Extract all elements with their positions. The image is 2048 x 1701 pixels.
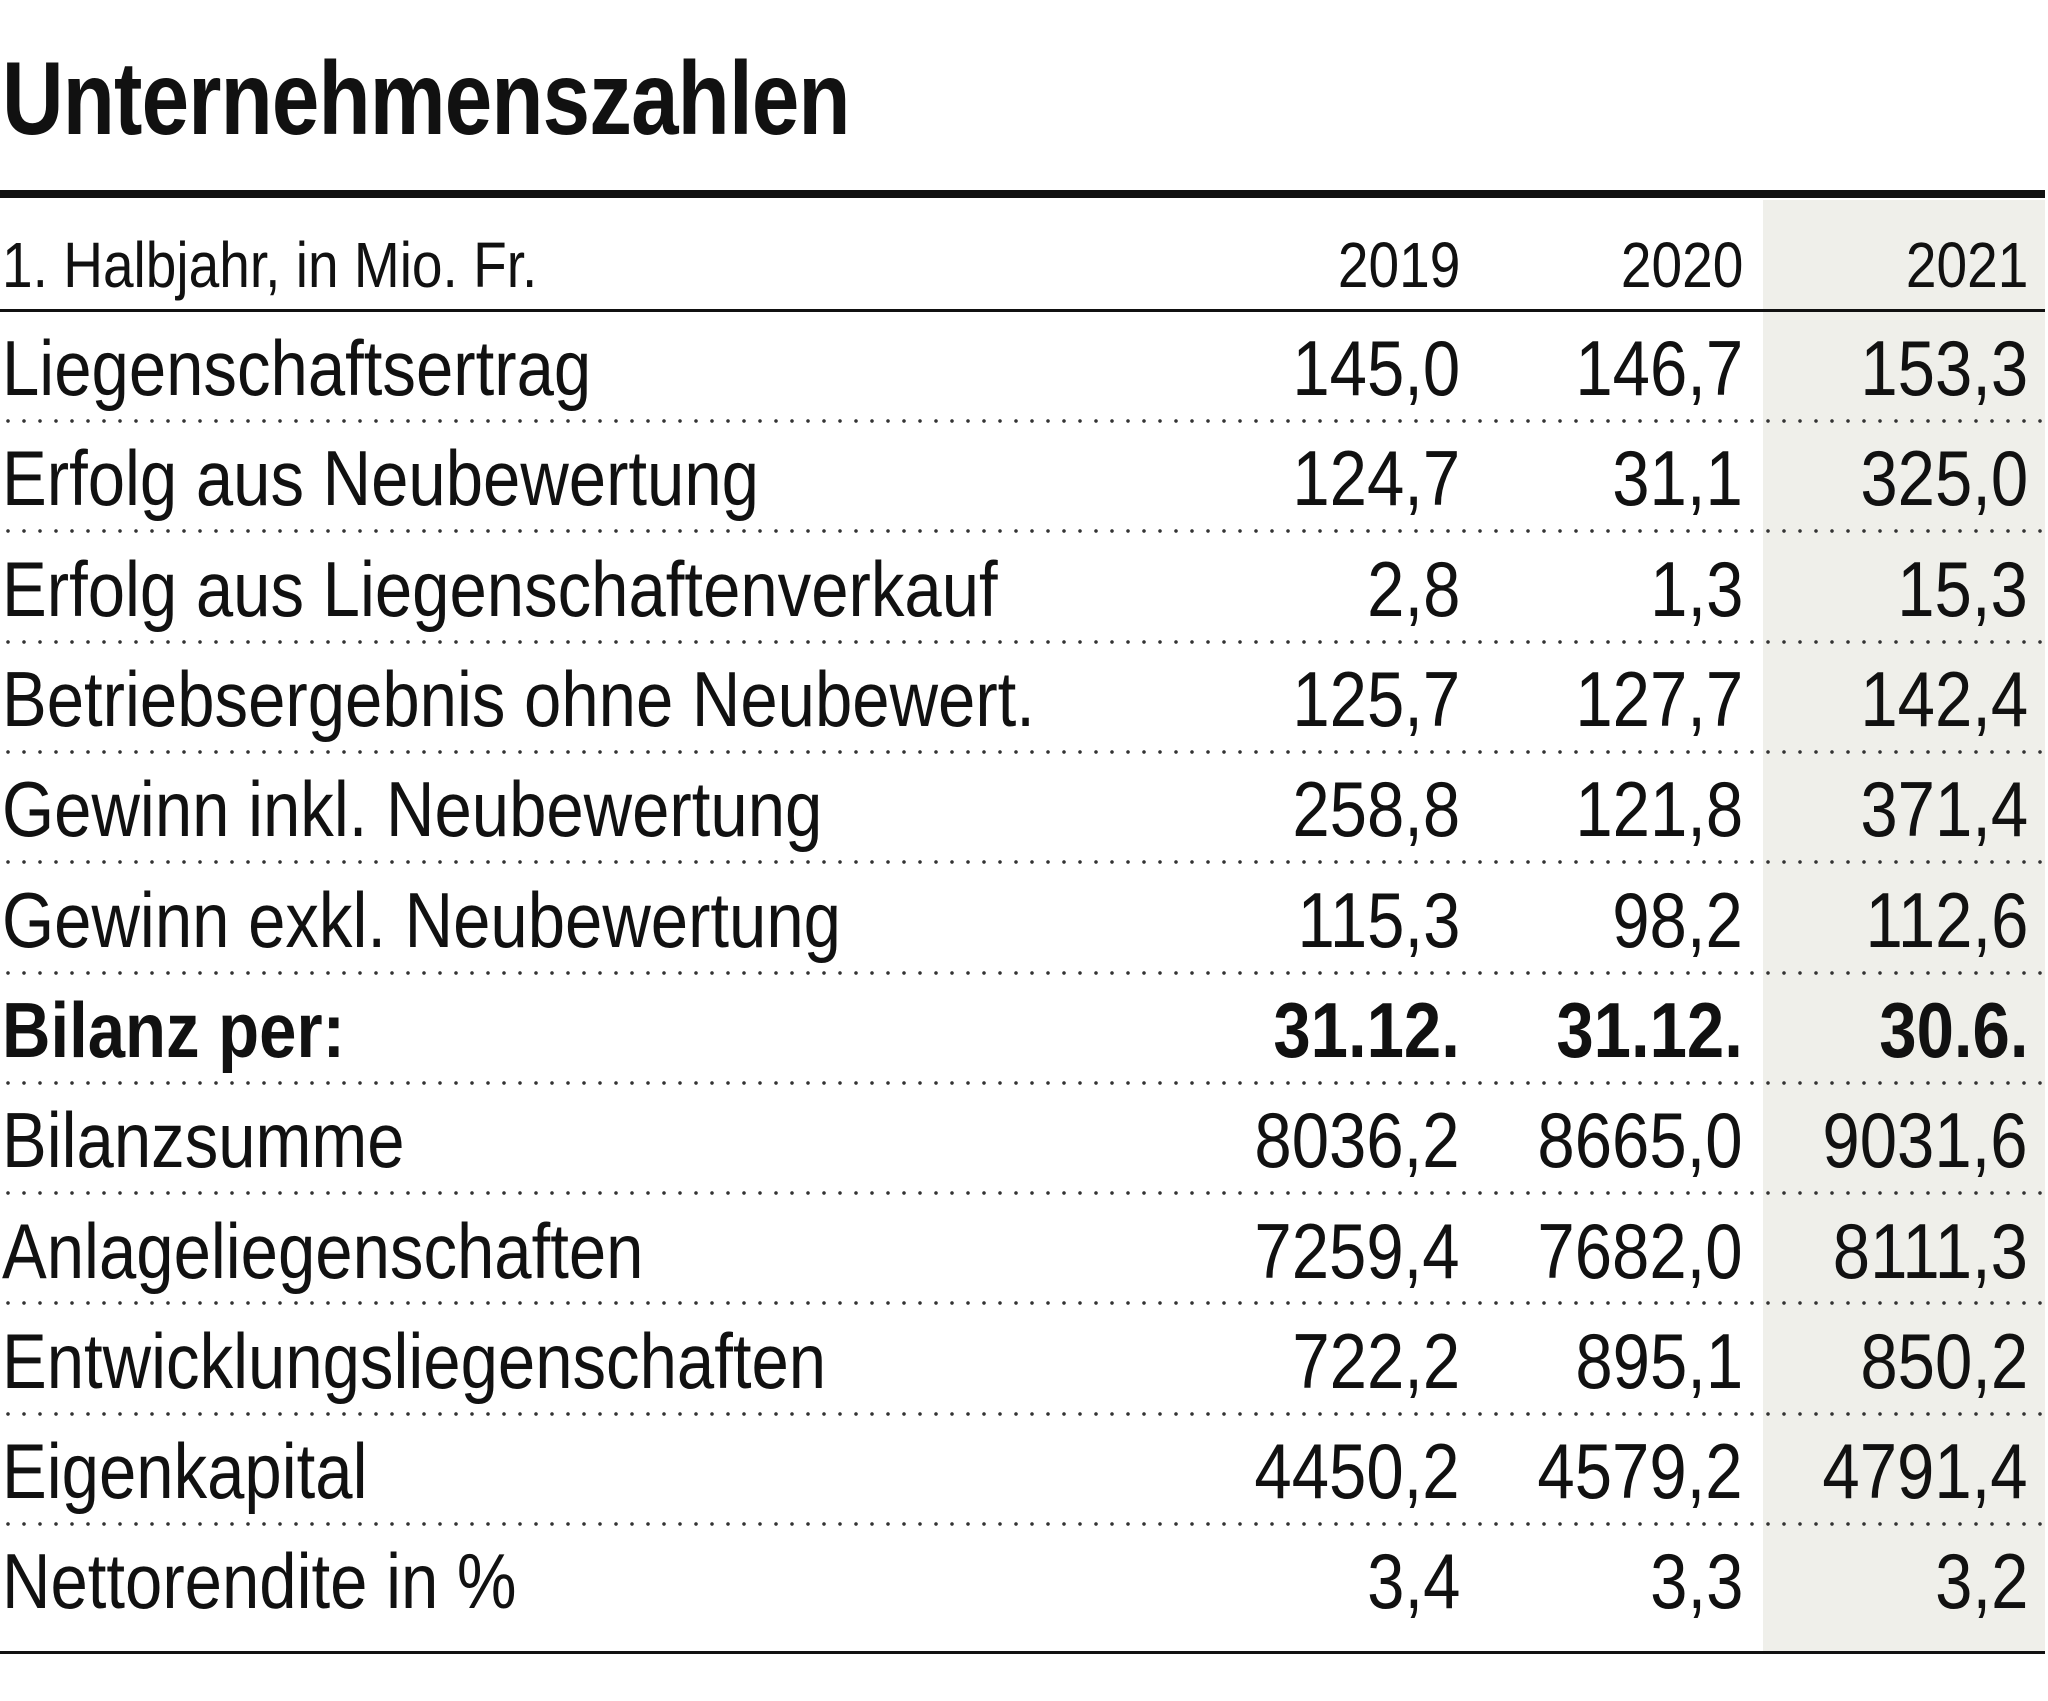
row-value: 127,7 — [1575, 655, 1743, 743]
row-value: 153,3 — [1860, 324, 2028, 413]
header-value: 2020 — [1620, 228, 1743, 301]
row-label: Betriebsergebnis ohne Neubewert. — [2, 655, 1035, 743]
row-value: 7259,4 — [1254, 1206, 1460, 1295]
top-rule — [0, 190, 2045, 198]
row-separator — [0, 860, 2045, 865]
row-separator — [0, 970, 2045, 975]
row-value: 722,2 — [1292, 1316, 1460, 1405]
row-separator — [0, 749, 2045, 754]
header-value: 2021 — [1905, 228, 2028, 301]
row-label: Erfolg aus Neubewertung — [2, 434, 759, 523]
row-separator — [0, 1301, 2045, 1306]
row-label: Gewinn inkl. Neubewertung — [2, 765, 823, 854]
row-label: Erfolg aus Liegenschaftenverkauf — [2, 544, 998, 633]
balance-header-value: 31.12. — [1556, 985, 1743, 1074]
row-value: 258,8 — [1292, 765, 1460, 854]
row-value: 4450,2 — [1254, 1427, 1460, 1516]
row-value: 115,3 — [1297, 875, 1460, 964]
row-value: 124,7 — [1292, 434, 1460, 523]
title: Unternehmenszahlen — [2, 41, 851, 157]
row-label: Anlageliegenschaften — [2, 1206, 644, 1295]
balance-header-value: 31.12. — [1273, 985, 1460, 1074]
row-value: 1,3 — [1649, 544, 1743, 633]
row-value: 15,3 — [1897, 544, 2028, 633]
row-label: Entwicklungsliegenschaften — [2, 1316, 827, 1405]
row-separator — [0, 419, 2045, 423]
row-value: 8665,0 — [1537, 1096, 1743, 1185]
row-value: 325,0 — [1860, 434, 2028, 523]
row-value: 4791,4 — [1822, 1427, 2028, 1516]
header-label: 1. Halbjahr, in Mio. Fr. — [2, 228, 538, 301]
row-value: 850,2 — [1860, 1316, 2028, 1405]
row-value: 9031,6 — [1822, 1096, 2028, 1185]
header-value: 2019 — [1337, 228, 1460, 301]
row-value: 3,2 — [1934, 1537, 2028, 1626]
row-value: 125,7 — [1292, 655, 1460, 743]
row-value: 142,4 — [1860, 655, 2028, 743]
row-value: 895,1 — [1575, 1316, 1743, 1405]
row-value: 3,4 — [1366, 1537, 1460, 1626]
row-value: 121,8 — [1575, 765, 1743, 854]
row-label: Eigenkapital — [2, 1427, 368, 1516]
row-value: 371,4 — [1860, 765, 2028, 854]
row-value: 8036,2 — [1254, 1096, 1460, 1185]
row-value: 146,7 — [1575, 324, 1743, 413]
row-value: 31,1 — [1612, 434, 1743, 523]
row-value: 145,0 — [1292, 324, 1460, 413]
row-value: 4579,2 — [1537, 1427, 1743, 1516]
row-separator — [0, 1191, 2045, 1196]
row-separator — [0, 639, 2045, 644]
row-label: Bilanzsumme — [2, 1096, 405, 1185]
header-rule — [0, 309, 2045, 312]
row-value: 8111,3 — [1832, 1206, 2028, 1295]
highlight-column — [1763, 200, 2045, 1652]
row-separator — [0, 1411, 2045, 1416]
row-label: Gewinn exkl. Neubewertung — [2, 875, 841, 964]
row-value: 98,2 — [1612, 875, 1743, 964]
bottom-rule — [0, 1651, 2045, 1654]
row-value: 7682,0 — [1537, 1206, 1743, 1295]
row-label: Nettorendite in % — [2, 1537, 517, 1626]
row-value: 3,3 — [1649, 1537, 1743, 1626]
row-separator — [0, 1080, 2045, 1085]
row-value: 2,8 — [1366, 544, 1460, 633]
balance-header-value: 30.6. — [1878, 985, 2028, 1074]
row-label: Liegenschaftsertrag — [2, 324, 592, 413]
row-separator — [0, 1522, 2045, 1526]
balance-header-label: Bilanz per: — [2, 985, 345, 1074]
row-separator — [0, 529, 2045, 534]
row-value: 112,6 — [1865, 875, 2028, 964]
